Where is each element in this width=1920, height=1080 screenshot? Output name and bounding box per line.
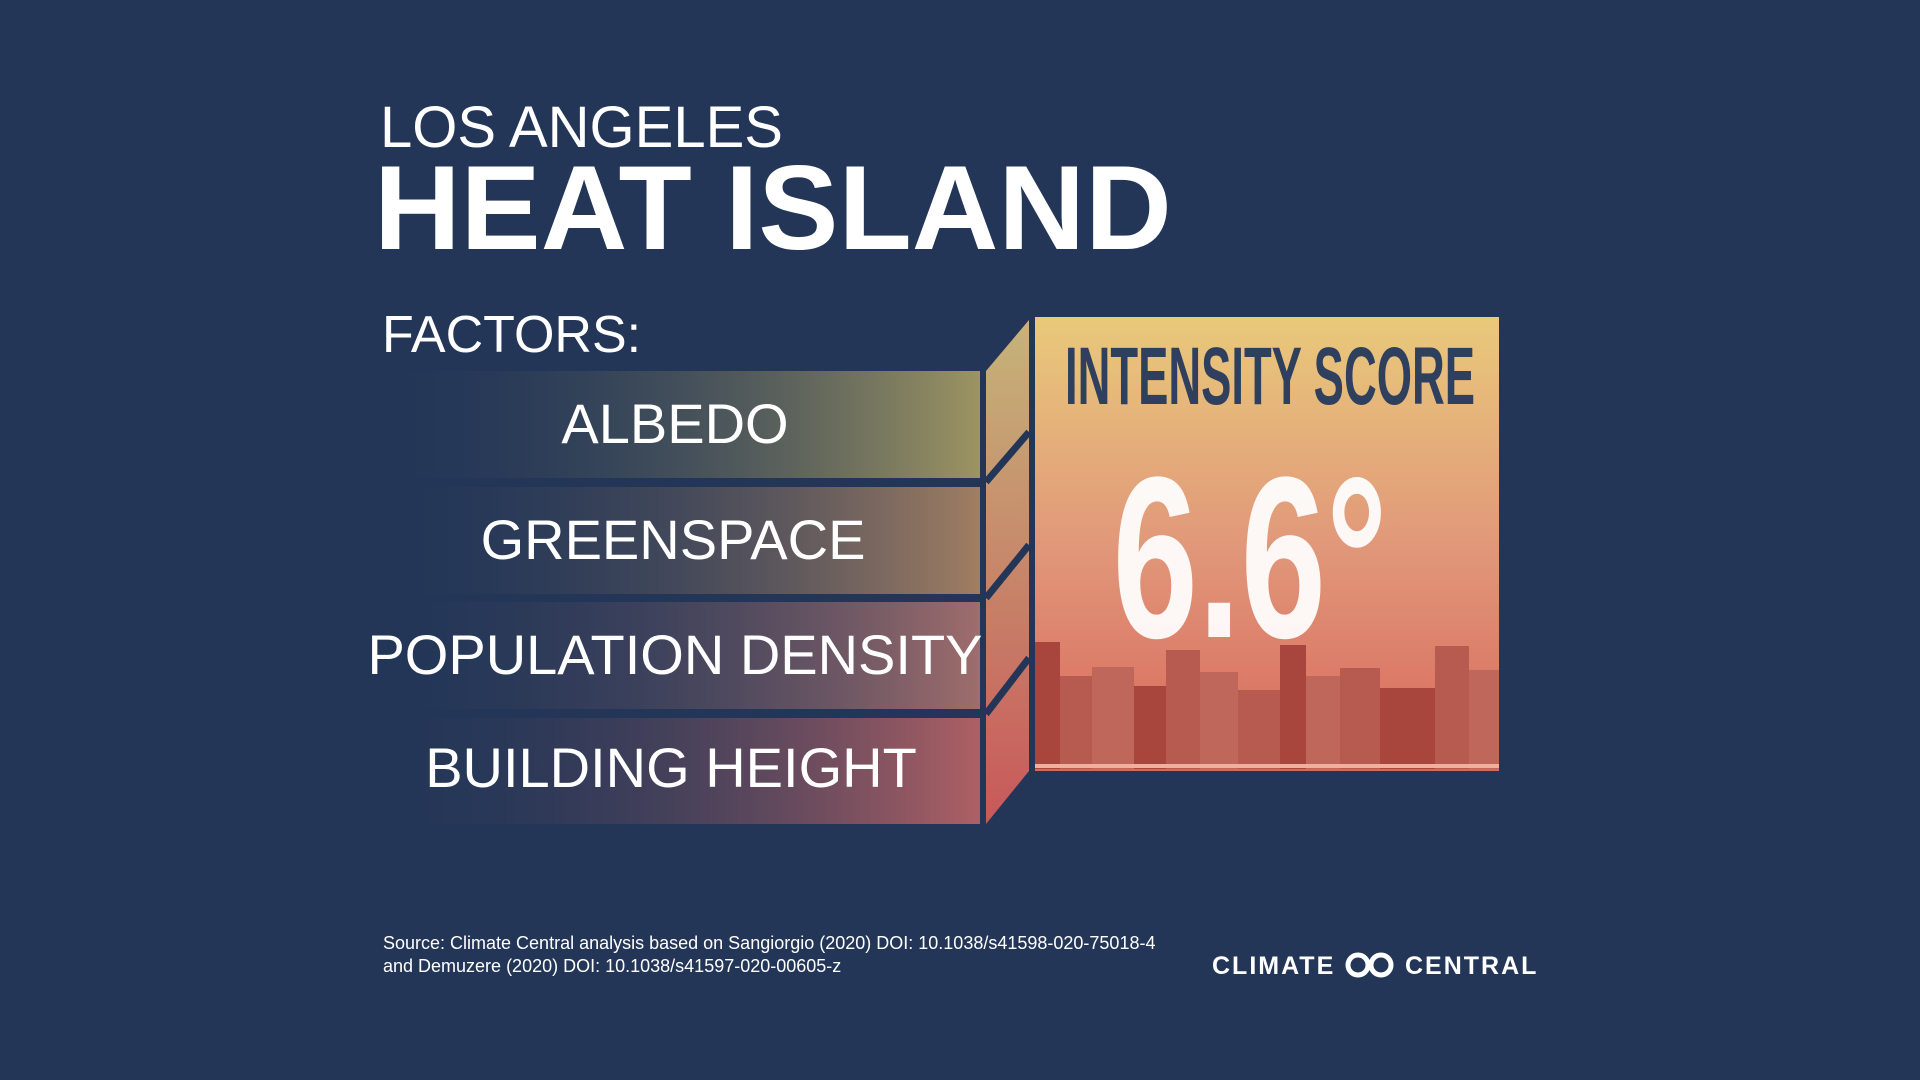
title: HEAT ISLAND <box>374 141 1172 275</box>
factors-label: FACTORS: <box>382 306 641 364</box>
source-line: Source: Climate Central analysis based o… <box>383 933 1155 953</box>
factor-label: GREENSPACE <box>481 508 866 571</box>
logo-text: CENTRAL <box>1405 952 1538 980</box>
factor-bar <box>361 487 980 594</box>
factor-bar <box>361 602 980 709</box>
score-value: 6.6° <box>1113 429 1388 686</box>
subtitle: LOS ANGELES <box>380 95 783 160</box>
score-label: INTENSITY SCORE <box>1065 331 1475 422</box>
skyline <box>1035 642 1499 769</box>
factor-bar <box>361 371 980 478</box>
factor-label: BUILDING HEIGHT <box>425 736 917 799</box>
side-dividers <box>983 429 1032 717</box>
logo-icon <box>1345 952 1394 978</box>
factor-bars <box>361 320 1032 824</box>
factor-bar <box>361 718 980 824</box>
logo-text: CLIMATE <box>1212 952 1335 980</box>
source-line: and Demuzere (2020) DOI: 10.1038/s41597-… <box>383 956 841 976</box>
factor-label: ALBEDO <box>561 392 788 455</box>
factor-label: POPULATION DENSITY <box>367 623 982 686</box>
factor-labels: ALBEDO GREENSPACE POPULATION DENSITY BUI… <box>367 392 982 799</box>
logo: CLIMATE CENTRAL <box>1212 952 1538 980</box>
